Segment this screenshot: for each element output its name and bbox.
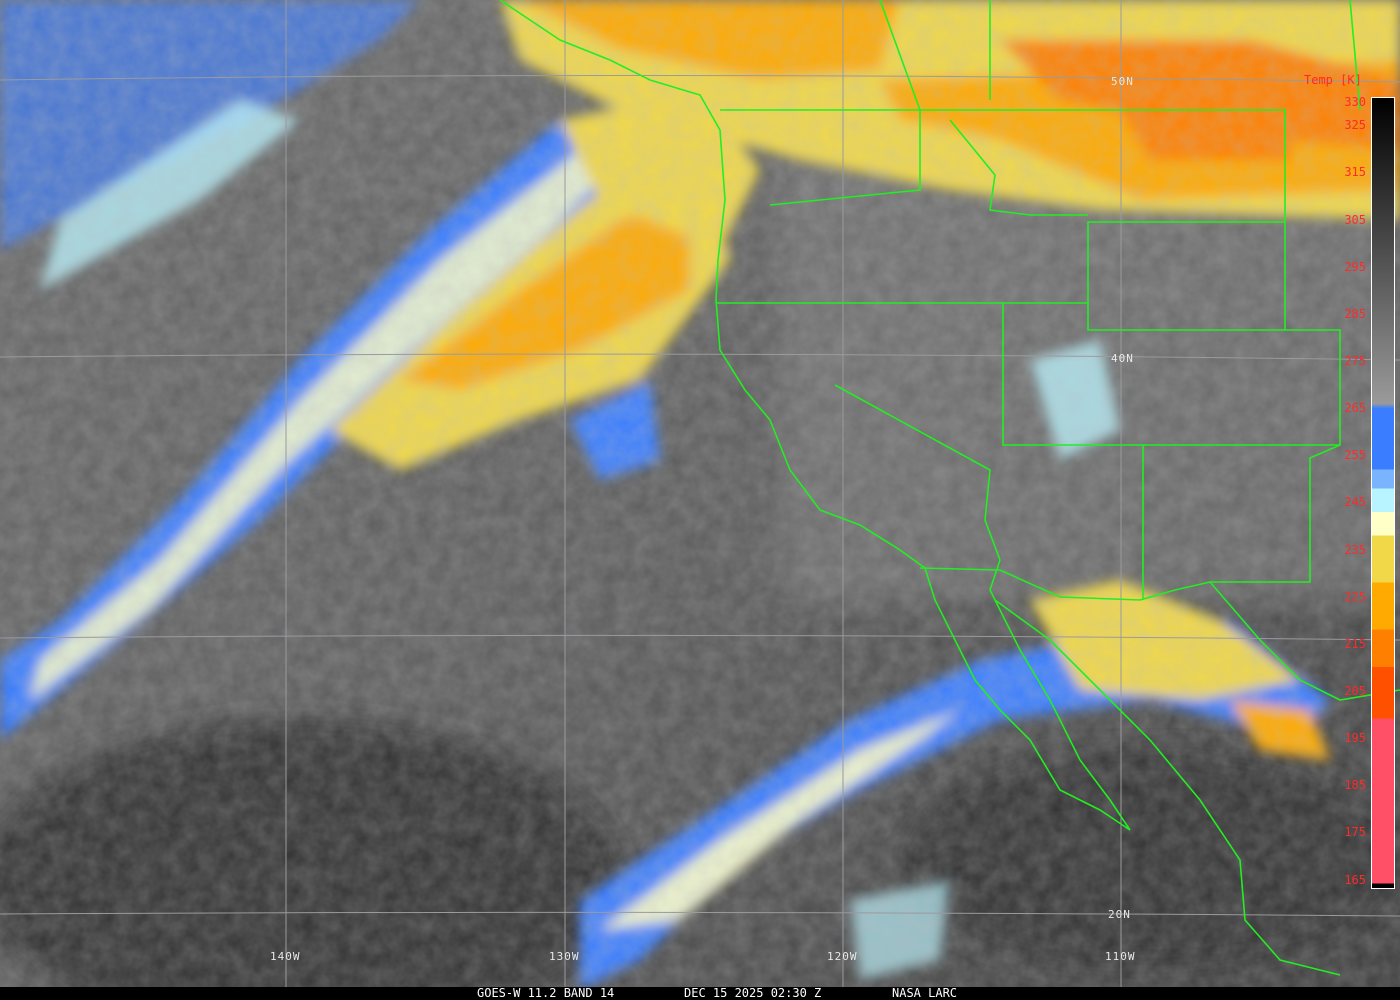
colorbar-tick: 195	[1344, 731, 1366, 746]
colorbar	[1371, 97, 1395, 889]
colorbar-tick: 265	[1344, 401, 1366, 416]
colorbar-tick: 255	[1344, 448, 1366, 463]
lon-label-140w: 140W	[270, 950, 301, 963]
colorbar-tick: 235	[1344, 542, 1366, 557]
colorbar-title: Temp [K]	[1304, 73, 1362, 87]
datetime-label: DEC 15 2025 02:30 Z	[684, 986, 822, 1000]
colorbar-tick: 275	[1344, 354, 1366, 368]
political-borders	[499, 0, 1400, 976]
lon-label-120w: 120W	[827, 950, 858, 963]
colorbar-tick: 295	[1344, 259, 1366, 274]
lon-label-130w: 130W	[549, 950, 580, 963]
colorbar-tick: 330	[1344, 94, 1366, 109]
lat-label-20n: 20N	[1108, 908, 1131, 921]
colorbar-tick: 185	[1344, 778, 1366, 793]
lon-label-110w: 110W	[1105, 950, 1136, 963]
colorbar-tick: 245	[1344, 495, 1366, 510]
colorbar-tick: 215	[1344, 636, 1366, 651]
colorbar-tick: 205	[1344, 684, 1366, 698]
colorbar-tick: 325	[1344, 118, 1366, 133]
colorbar-tick: 165	[1344, 872, 1366, 887]
credit-label: NASA LARC	[892, 986, 958, 1000]
colorbar-tick: 305	[1344, 212, 1366, 227]
satellite-band-label: GOES-W 11.2 BAND 14	[477, 986, 615, 1000]
footer-caption: GOES-W 11.2 BAND 14 DEC 15 2025 02:30 Z …	[0, 987, 1400, 1000]
lat-label-50n: 50N	[1111, 75, 1134, 88]
colorbar-tick: 315	[1344, 165, 1366, 180]
colorbar-tick: 225	[1344, 589, 1366, 604]
lat-label-40n: 40N	[1111, 352, 1134, 365]
colorbar-tick: 285	[1344, 306, 1366, 321]
colorbar-tick: 175	[1344, 825, 1366, 840]
